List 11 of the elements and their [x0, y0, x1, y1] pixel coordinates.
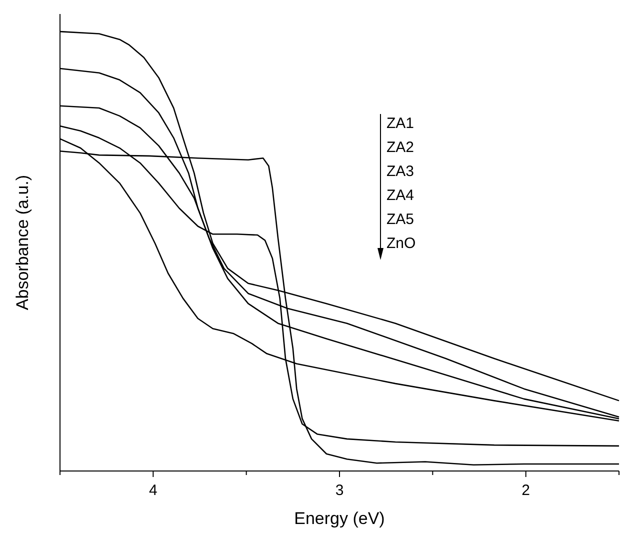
- x-tick-label: 3: [335, 482, 344, 499]
- x-axis-title: Energy (eV): [294, 509, 385, 528]
- x-tick-label: 4: [148, 482, 158, 499]
- annotation: ZA3: [386, 163, 414, 180]
- annotation: ZA5: [386, 211, 414, 228]
- annotation: ZA2: [386, 139, 414, 156]
- x-tick-label: 2: [522, 482, 530, 499]
- annotation: ZA1: [386, 115, 414, 132]
- annotation: ZA4: [386, 187, 414, 204]
- y-axis-title: Absorbance (a.u.): [13, 174, 32, 310]
- annotation: ZnO: [386, 235, 416, 252]
